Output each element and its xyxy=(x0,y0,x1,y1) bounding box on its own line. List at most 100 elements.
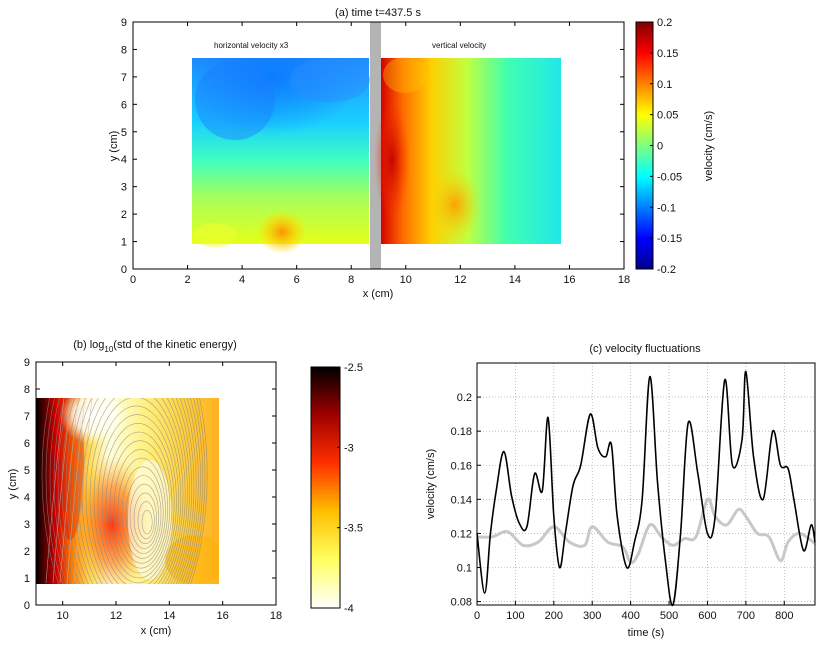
panel-b-xlabel: x (cm) xyxy=(141,625,172,637)
panel-c-series xyxy=(476,370,816,606)
panel-b-y-tick-label: 8 xyxy=(24,384,30,396)
panel-a-x-tick-label: 16 xyxy=(563,274,575,286)
panel-b-y-tick-label: 1 xyxy=(24,573,30,585)
panel-a-x-tick-label: 6 xyxy=(294,274,300,286)
panel-b-x-tick-label: 12 xyxy=(110,610,122,622)
panel-b-x-axis: 10 12 14 16 18 xyxy=(57,362,282,622)
panel-b-ylabel: y (cm) xyxy=(7,469,19,500)
panel-b-colorbar xyxy=(310,366,341,609)
panel-a-colorbar-ticks: 0.2 0.15 0.1 0.05 0 -0.05 -0.1 -0.15 -0.2 xyxy=(650,17,682,276)
panel-b: (b) log10(std of the kinetic energy) 10 1… xyxy=(7,339,363,637)
panel-c-x-tick-label: 700 xyxy=(737,610,755,622)
panel-a: (a) time t=437.5 s horizontal velocity x… xyxy=(108,7,715,300)
panel-a-y-axis: 0 1 2 3 4 5 6 7 8 9 xyxy=(121,17,624,276)
panel-c-x-tick-label: 300 xyxy=(583,610,601,622)
panel-b-streamline xyxy=(93,405,179,584)
panel-c-y-tick-label: 0.16 xyxy=(451,460,472,472)
panel-c-y-tick-label: 0.18 xyxy=(451,426,472,438)
panel-a-x-tick-label: 18 xyxy=(618,274,630,286)
panel-b-streamline xyxy=(41,398,208,584)
panel-c-x-tick-label: 200 xyxy=(545,610,563,622)
panel-c-x-tick-label: 800 xyxy=(775,610,793,622)
panel-b-axes-box xyxy=(35,361,277,606)
panel-b-y-tick-label: 5 xyxy=(24,465,30,477)
panel-b-streamline xyxy=(133,492,157,544)
panel-b-streamline xyxy=(113,449,168,569)
panel-a-x-tick-label: 14 xyxy=(509,274,521,286)
panel-b-streamline xyxy=(49,398,204,584)
panel-b-streamline xyxy=(59,398,79,584)
panel-a-right-field-label: vertical velocity xyxy=(432,41,486,50)
panel-a-horizontal-field xyxy=(192,58,370,254)
panel-b-streamline xyxy=(85,398,184,584)
panel-b-streamline xyxy=(125,475,162,554)
panel-a-y-tick-label: 5 xyxy=(121,127,127,139)
panel-b-streamline xyxy=(53,398,201,584)
panel-b-y-axis: 0 1 2 3 4 5 6 7 8 9 xyxy=(24,357,276,612)
panel-a-colorbar-tick-label: -0.1 xyxy=(657,202,676,214)
panel-b-streamline xyxy=(65,398,195,584)
panel-b-x-tick-label: 18 xyxy=(270,610,282,622)
panel-b-x-tick-label: 16 xyxy=(217,610,229,622)
panel-b-y-tick-label: 0 xyxy=(24,600,30,612)
panel-c-x-tick-label: 600 xyxy=(698,610,716,622)
panel-c-y-tick-label: 0.1 xyxy=(457,563,472,575)
panel-a-colorbar-tick-label: 0.05 xyxy=(657,110,678,122)
panel-a-xlabel: x (cm) xyxy=(363,288,394,300)
panel-a-y-tick-label: 0 xyxy=(121,264,127,276)
panel-a-y-tick-label: 3 xyxy=(121,182,127,194)
panel-b-title-suffix: (std of the kinetic energy) xyxy=(113,339,237,351)
panel-b-streamline xyxy=(73,398,93,584)
panel-b-y-tick-label: 7 xyxy=(24,411,30,423)
panel-a-axes-box xyxy=(132,21,625,270)
panel-a-x-tick-label: 10 xyxy=(400,274,412,286)
panel-a-x-axis: 0 2 4 6 8 10 12 14 16 18 xyxy=(130,22,630,286)
panel-a-y-tick-label: 4 xyxy=(121,154,127,166)
panel-b-streamline xyxy=(117,457,166,564)
panel-c-series-black xyxy=(476,370,816,606)
panel-c-title: (c) velocity fluctuations xyxy=(589,343,701,355)
panel-c-y-tick-label: 0.14 xyxy=(451,494,472,506)
panel-b-x-tick-label: 14 xyxy=(163,610,175,622)
panel-b-streamline xyxy=(77,398,188,584)
panel-b-streamline xyxy=(141,509,153,535)
panel-b-title-prefix: (b) log xyxy=(73,339,104,351)
panel-a-left-field-label: horizontal velocity x3 xyxy=(214,41,289,50)
panel-b-colorbar-ticks: -2.5 -3 -3.5 -4 xyxy=(337,362,363,615)
panel-a-colorbar-tick-label: -0.15 xyxy=(657,233,682,245)
panel-a-y-tick-label: 9 xyxy=(121,17,127,29)
panel-c-x-tick-label: 400 xyxy=(621,610,639,622)
panel-a-colorbar-tick-label: 0 xyxy=(657,141,663,153)
panel-b-streamline xyxy=(69,398,193,584)
panel-b-streamline xyxy=(57,398,199,584)
panel-b-colorbar-tick-label: -4 xyxy=(344,603,354,615)
panel-b-x-tick-label: 10 xyxy=(57,610,69,622)
panel-b-title: (b) log10(std of the kinetic energy) xyxy=(73,339,237,354)
panel-b-y-tick-label: 6 xyxy=(24,438,30,450)
panel-a-x-tick-label: 0 xyxy=(130,274,136,286)
panel-a-y-tick-label: 6 xyxy=(121,99,127,111)
panel-b-streamline xyxy=(89,398,182,584)
panel-b-streamline xyxy=(73,398,190,584)
panel-c-series-gray xyxy=(476,497,816,565)
panel-b-y-tick-label: 3 xyxy=(24,519,30,531)
panel-b-streamline xyxy=(66,398,86,584)
panel-c: (c) velocity fluctuations 0 100 200 300 400 5… xyxy=(425,343,816,639)
panel-b-colorbar-tick-label: -2.5 xyxy=(344,362,363,374)
panel-c-x-tick-label: 500 xyxy=(660,610,678,622)
panel-b-field xyxy=(36,398,219,584)
panel-b-streamline xyxy=(97,414,177,584)
panel-a-colorbar-tick-label: 0.1 xyxy=(657,79,672,91)
panel-c-xlabel: time (s) xyxy=(628,627,665,639)
panel-a-colorbar-tick-label: 0.15 xyxy=(657,48,678,60)
panel-c-x-axis: 0 100 200 300 400 500 600 700 800 xyxy=(474,601,793,622)
panel-a-colorbar-tick-label: 0.2 xyxy=(657,17,672,29)
panel-a-title: (a) time t=437.5 s xyxy=(335,7,421,19)
panel-a-x-tick-label: 2 xyxy=(184,274,190,286)
panel-b-y-tick-label: 4 xyxy=(24,492,30,504)
panel-c-ylabel: velocity (cm/s) xyxy=(425,449,437,519)
panel-b-title-sub: 10 xyxy=(104,345,113,354)
panel-a-x-tick-label: 4 xyxy=(239,274,245,286)
panel-b-streamline xyxy=(129,483,160,549)
